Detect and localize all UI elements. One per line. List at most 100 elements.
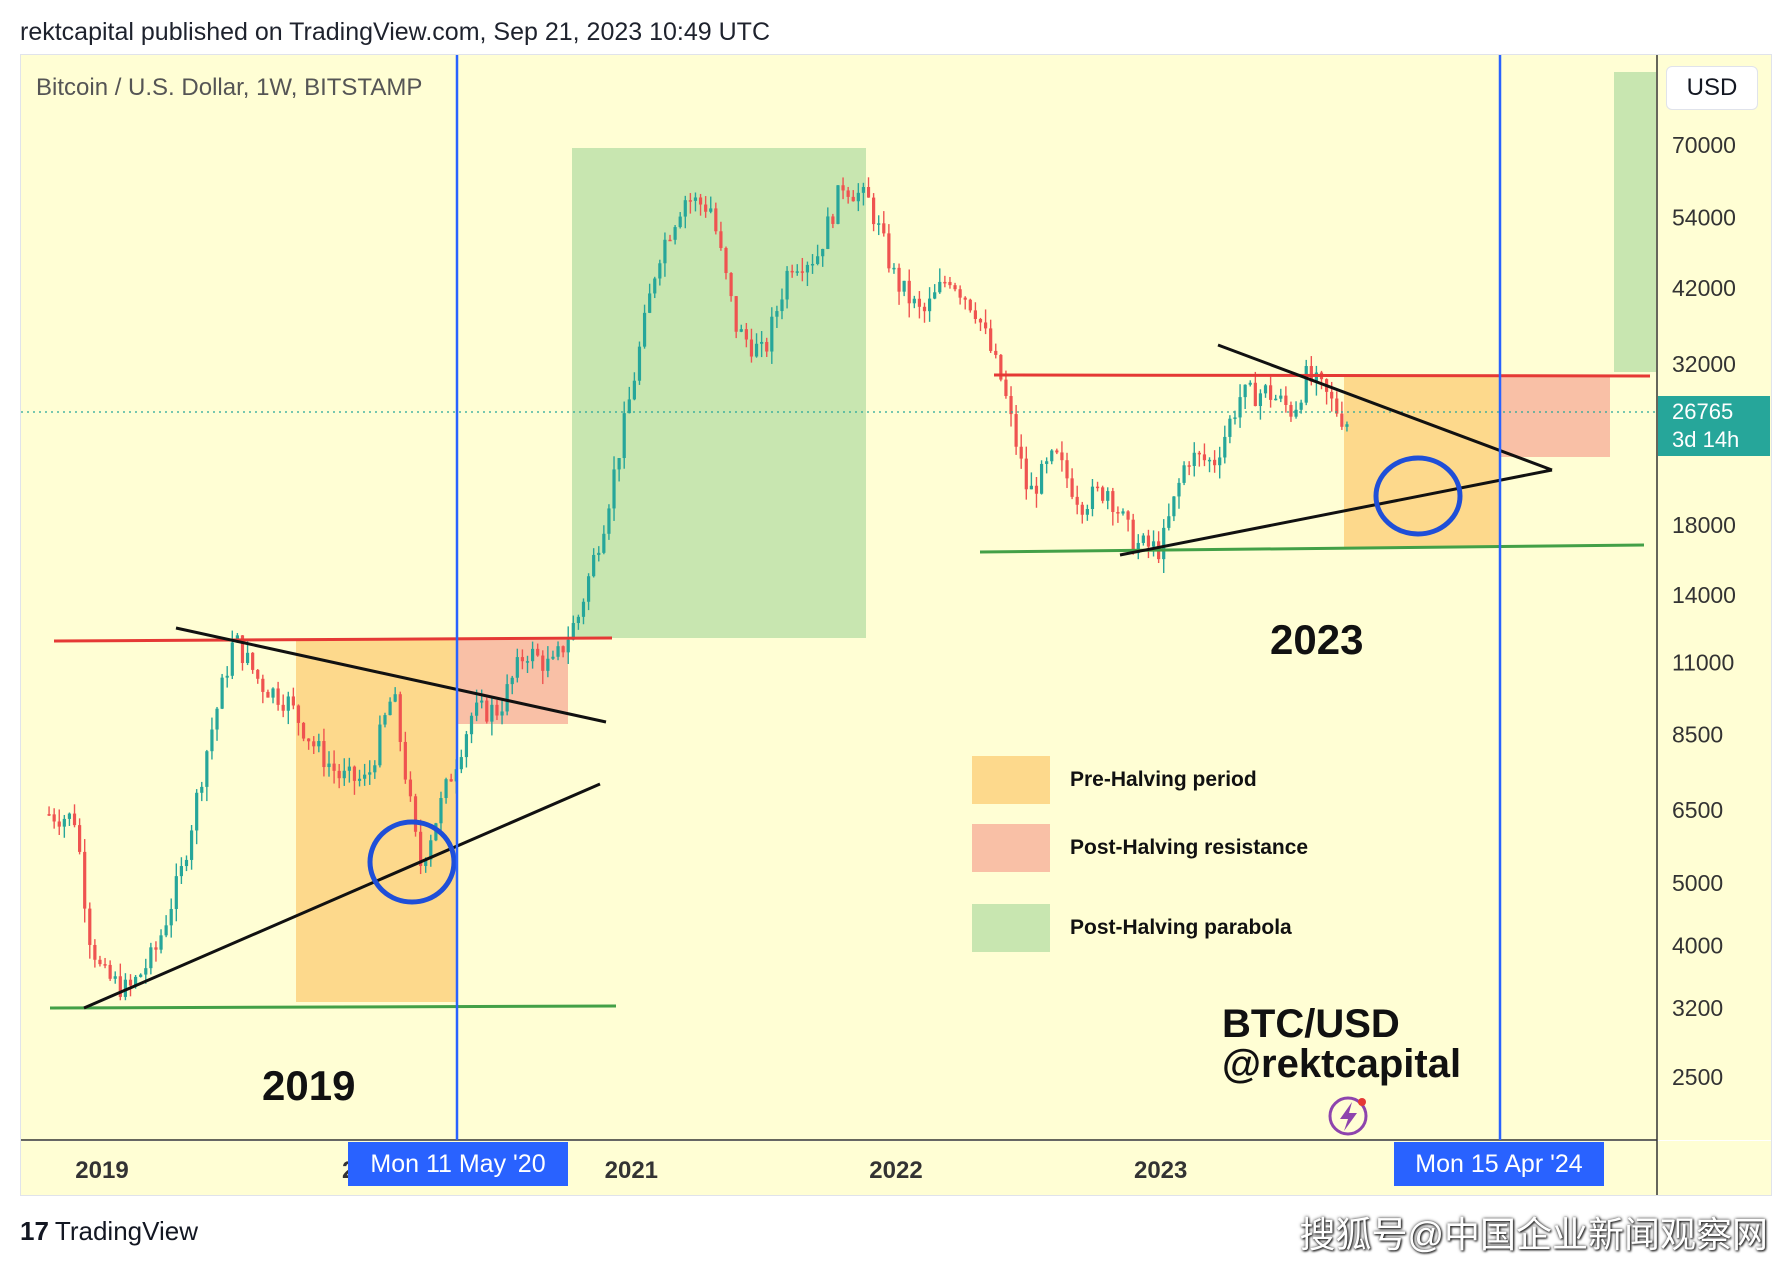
candle-body bbox=[291, 696, 295, 706]
candle-body bbox=[449, 779, 453, 782]
candle-body bbox=[1172, 496, 1176, 517]
candle-body bbox=[1116, 511, 1120, 514]
price-tick-label: 70000 bbox=[1672, 132, 1736, 158]
candle-body bbox=[1060, 452, 1064, 461]
price-tick-label: 11000 bbox=[1672, 650, 1734, 676]
candle-body bbox=[164, 925, 168, 936]
candle-body bbox=[169, 908, 173, 926]
candle-body bbox=[144, 968, 148, 975]
candle-body bbox=[1238, 397, 1242, 418]
symbol-title[interactable]: Bitcoin / U.S. Dollar, 1W, BITSTAMP bbox=[36, 74, 423, 101]
time-tick-label: 2022 bbox=[869, 1157, 922, 1184]
candle-body bbox=[668, 239, 672, 242]
candle-body bbox=[469, 715, 474, 735]
candle-body bbox=[1136, 542, 1140, 554]
candle-body bbox=[1009, 396, 1013, 415]
candle-body bbox=[1095, 486, 1100, 489]
candle-body bbox=[1167, 516, 1171, 528]
price-axis-labels: 70000 54000 42000 32000 18000 14000 11000 8500 6… bbox=[1672, 132, 1736, 1090]
candle-body bbox=[118, 976, 122, 997]
candle-body bbox=[1070, 478, 1074, 497]
candle-body bbox=[994, 350, 998, 355]
candle-body bbox=[1039, 463, 1044, 494]
candle-body bbox=[424, 859, 428, 866]
candle-body bbox=[1131, 519, 1135, 554]
candle-body bbox=[444, 779, 448, 799]
price-tick-label: 5000 bbox=[1672, 870, 1723, 896]
candle-body bbox=[805, 264, 810, 273]
candle-body bbox=[648, 293, 652, 313]
candle-body bbox=[551, 656, 555, 659]
resistance-line-2023 bbox=[993, 373, 1651, 378]
candle-body bbox=[693, 197, 698, 201]
downtrend-line-2019 bbox=[175, 626, 607, 724]
candle-body bbox=[174, 876, 178, 909]
candle-body bbox=[597, 552, 601, 555]
candle-body bbox=[1243, 384, 1247, 398]
circle-2019 bbox=[367, 819, 457, 905]
candle-body bbox=[189, 830, 194, 860]
legend-swatch-prehalving bbox=[972, 756, 1050, 804]
candle-body bbox=[877, 223, 881, 225]
candle-body bbox=[800, 271, 804, 273]
candle-body bbox=[1080, 504, 1084, 515]
candle-body bbox=[561, 646, 565, 653]
last-price-value: 26765 bbox=[1672, 399, 1734, 424]
candle-body bbox=[490, 704, 494, 722]
candle-body bbox=[419, 831, 423, 866]
candle-body bbox=[912, 298, 916, 304]
candle-body bbox=[953, 285, 957, 290]
candle-body bbox=[139, 974, 143, 977]
candle-body bbox=[729, 273, 733, 297]
candle-body bbox=[760, 341, 764, 344]
legend-label-resistance: Post-Halving resistance bbox=[1070, 836, 1309, 859]
candle-body bbox=[342, 770, 346, 779]
candle-body bbox=[917, 298, 922, 307]
candle-body bbox=[653, 278, 657, 294]
candle-body bbox=[357, 778, 362, 781]
candle-body bbox=[159, 935, 163, 950]
currency-button[interactable]: USD bbox=[1666, 66, 1758, 110]
candle-body bbox=[225, 675, 229, 678]
candle-body bbox=[312, 741, 316, 747]
candle-body bbox=[749, 339, 754, 357]
candle-body bbox=[978, 319, 983, 323]
candle-body bbox=[464, 734, 469, 758]
price-tick-label: 18000 bbox=[1672, 512, 1736, 538]
candle-body bbox=[459, 757, 463, 770]
candle-body bbox=[398, 694, 402, 742]
candle-body bbox=[536, 648, 540, 656]
candle-body bbox=[1146, 535, 1151, 547]
candle-body bbox=[286, 696, 290, 711]
tradingview-logo[interactable]: 17 TradingView bbox=[20, 1216, 198, 1247]
candle-body bbox=[617, 458, 621, 470]
candle-body bbox=[1304, 366, 1308, 403]
candle-body bbox=[388, 701, 392, 716]
source-watermark: 搜狐号@中国企业新闻观察网 bbox=[1299, 1214, 1768, 1255]
candle-body bbox=[678, 216, 682, 228]
price-tick-label: 6500 bbox=[1672, 797, 1723, 823]
candle-body bbox=[429, 840, 433, 860]
candle-body bbox=[902, 280, 906, 292]
candle-body bbox=[352, 766, 357, 781]
candles-group bbox=[47, 177, 1349, 1001]
candle-body bbox=[790, 270, 794, 273]
candle-body bbox=[261, 678, 265, 692]
candle-body bbox=[72, 813, 77, 826]
candle-body bbox=[780, 299, 784, 312]
candle-body bbox=[327, 763, 331, 768]
candle-body bbox=[337, 770, 341, 779]
candle-body bbox=[1294, 409, 1298, 417]
candle-body bbox=[907, 280, 911, 304]
candle-body bbox=[1223, 436, 1227, 458]
candle-body bbox=[724, 247, 728, 274]
chart-watermark: BTC/USD @rektcapital bbox=[1222, 1004, 1461, 1084]
candle-body bbox=[245, 652, 250, 664]
candle-body bbox=[52, 814, 56, 822]
legend-label-parabola: Post-Halving parabola bbox=[1070, 916, 1292, 939]
zone-parabola-2024 bbox=[1614, 72, 1656, 372]
candle-body bbox=[1279, 395, 1283, 399]
candle-body bbox=[556, 646, 560, 657]
candle-body bbox=[785, 270, 789, 300]
candle-body bbox=[57, 821, 61, 827]
